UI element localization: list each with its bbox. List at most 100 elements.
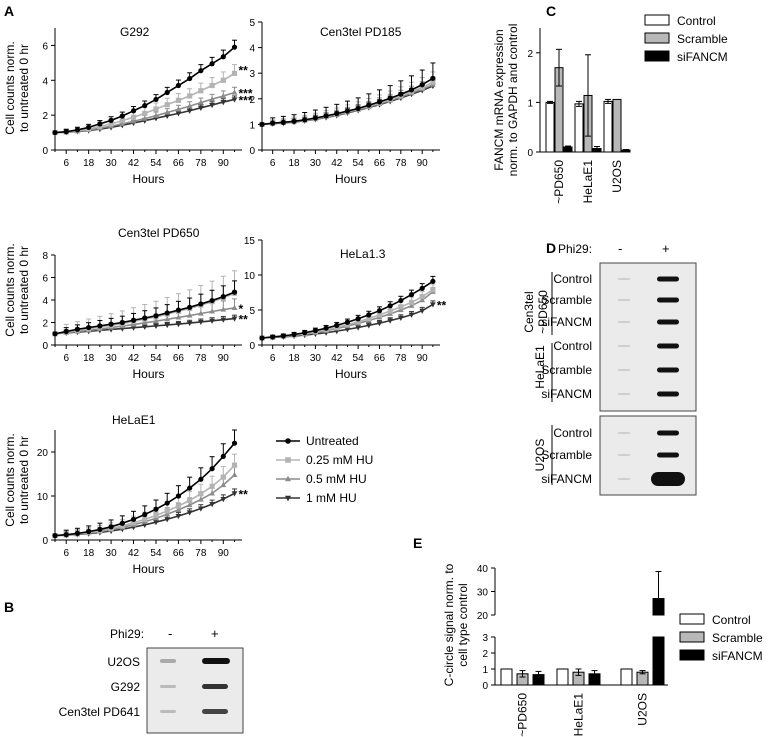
y-axis-label: cell type control [456, 583, 470, 666]
legend-label: 0.5 mM HU [306, 472, 367, 486]
data-point [141, 319, 148, 325]
data-point [291, 118, 297, 124]
x-tick-label: 18 [288, 158, 300, 169]
data-point [323, 113, 329, 119]
blot-band [657, 452, 679, 458]
data-point [108, 117, 114, 123]
data-point [209, 483, 215, 489]
data-point [209, 95, 215, 102]
data-point [376, 99, 383, 105]
x-tick-label: 90 [417, 353, 429, 364]
blot-band [202, 684, 228, 689]
y-tick-label: 0 [527, 148, 533, 159]
data-point [280, 333, 286, 339]
y-axis-label: to untreated 0 hr [17, 44, 31, 132]
bar [545, 101, 555, 153]
y-tick-label: 10 [244, 271, 256, 282]
phi29-header-d: Phi29: [558, 242, 592, 256]
data-point [186, 320, 193, 327]
data-point [231, 471, 238, 477]
x-tick-label: 78 [395, 353, 407, 364]
x-tick-label: 90 [218, 353, 230, 364]
data-point [130, 114, 137, 120]
x-axis-label: Hours [132, 367, 164, 381]
data-point [164, 102, 170, 108]
growth-chart-cen3tel-pd650: 0 2 4 6 8 6 18 30 42 54 66 78 90 Hours Cen3tel PD650 Ce… [3, 226, 248, 381]
data-point [153, 106, 159, 112]
data-point [97, 123, 103, 130]
group-label-d: U2OS [533, 439, 547, 472]
x-axis-label: Hours [335, 172, 367, 186]
data-point [198, 310, 204, 316]
data-point [366, 312, 372, 318]
data-point [175, 513, 182, 520]
x-tick-label: 42 [128, 353, 140, 364]
data-point [376, 321, 383, 327]
x-tick-label: 18 [83, 353, 95, 364]
x-category-label: HeLaE1 [581, 160, 595, 204]
data-point [175, 503, 182, 509]
data-point [430, 75, 436, 81]
data-point [430, 302, 436, 308]
data-point [220, 294, 226, 300]
y-tick-label: 0 [42, 536, 48, 547]
blot-row-label-b: U2OS [107, 655, 140, 669]
data-point [270, 334, 276, 340]
data-point [323, 325, 329, 331]
data-point [198, 105, 204, 111]
data-point [175, 111, 182, 117]
blot-row-label-d: Scramble [541, 293, 592, 307]
growth-chart-cen3tel-pd185: 0 1 2 3 4 5 6 18 30 42 54 66 78 90 Hours Cen3tel PD185 [249, 18, 440, 186]
data-point [187, 75, 193, 82]
x-tick-label: 54 [150, 353, 162, 364]
data-point [175, 97, 182, 103]
data-point [63, 129, 69, 135]
group-label-d: HeLaE1 [533, 345, 547, 389]
y-tick-label: 2 [482, 649, 488, 660]
data-point [74, 127, 81, 133]
data-point [198, 476, 204, 482]
data-point [231, 440, 238, 446]
x-tick-label: 78 [195, 353, 207, 364]
data-point [119, 520, 125, 526]
growth-chart-helae1: 0 10 20 6 18 30 42 54 66 78 90 Hours HeLaE1 Cell coun… [3, 413, 248, 576]
data-point [186, 312, 193, 318]
data-point [284, 475, 292, 482]
x-tick-label: 18 [83, 548, 95, 559]
blot-band [657, 276, 679, 282]
data-point [355, 319, 361, 325]
data-point [175, 314, 182, 320]
blot-row-label-d: Scramble [541, 363, 592, 377]
data-point [220, 474, 226, 480]
data-point [175, 493, 182, 499]
legend-swatch [644, 32, 670, 44]
data-point [312, 115, 318, 121]
blot-band [618, 278, 630, 280]
data-point [220, 481, 227, 488]
data-point [397, 306, 404, 313]
data-point [408, 87, 415, 93]
data-point [74, 326, 81, 332]
data-point [153, 512, 159, 518]
bar-chart-c-circle: 0 1 2 3 20 30 40 C-circle signal norm. to cell t… [442, 563, 668, 737]
data-point [419, 285, 425, 291]
data-point [119, 523, 125, 529]
bar-legend-c: Control Scramble siFANCM [644, 14, 728, 64]
x-tick-label: 66 [173, 548, 185, 559]
data-point [86, 124, 92, 130]
phi29-minus-d: - [618, 241, 622, 256]
blot-band [657, 367, 679, 373]
data-point [97, 121, 103, 127]
data-point [175, 321, 182, 328]
blot-band [618, 369, 630, 371]
y-axis-label: FANCM mRNA expression [492, 29, 506, 170]
bar [500, 668, 513, 686]
y-tick-label: 40 [477, 564, 489, 575]
data-point [130, 520, 137, 526]
data-point [198, 491, 204, 497]
y-axis-label: Cell counts norm. [3, 433, 17, 526]
legend-label: Untreated [306, 434, 359, 448]
x-tick-label: 6 [63, 353, 69, 364]
panel-letter-e: E [413, 535, 422, 551]
